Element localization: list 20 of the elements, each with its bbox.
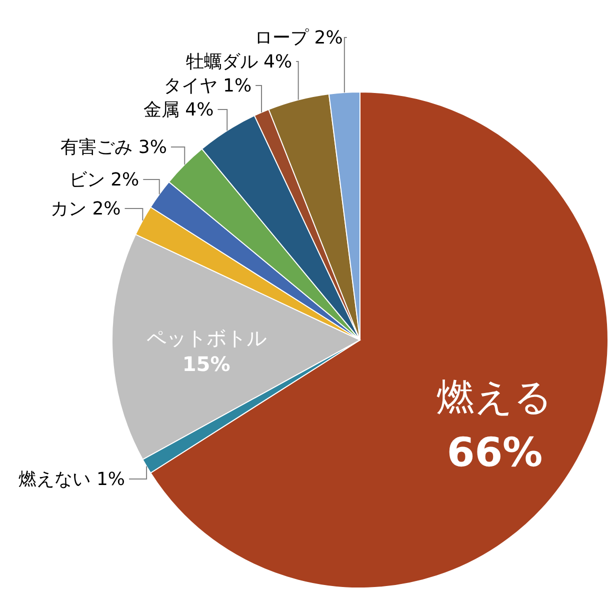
data-label: 15% — [182, 352, 230, 376]
data-label: 4% — [264, 52, 292, 72]
slice-label: カン — [50, 198, 86, 220]
slice-label: ビン — [68, 170, 105, 191]
data-label: 4% — [185, 100, 214, 120]
slice-label: 牡蠣ダル — [186, 52, 258, 72]
data-label: 1% — [223, 76, 252, 96]
slice-label: 有害ごみ — [60, 136, 133, 158]
slice-label: 金属 — [143, 100, 180, 120]
data-label: 2% — [110, 170, 140, 191]
slice-label: タイヤ — [163, 76, 218, 96]
slice-label: 燃える — [436, 375, 553, 420]
data-label: 66% — [446, 430, 543, 476]
data-label: 3% — [138, 136, 167, 158]
slice-label: 燃えない — [18, 468, 91, 490]
data-label: 1% — [96, 468, 126, 490]
data-label: 2% — [92, 198, 121, 220]
data-label: 2% — [314, 28, 343, 48]
slice-label: ペットボトル — [146, 326, 266, 350]
slice-label: ロープ — [254, 28, 309, 48]
